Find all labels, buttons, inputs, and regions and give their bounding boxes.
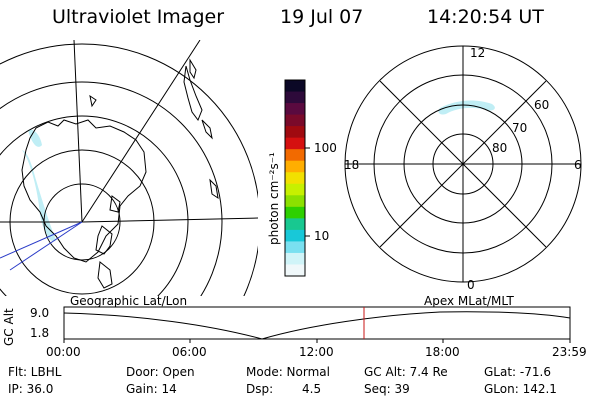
geo-latitude-circle — [0, 115, 189, 296]
dsp-label: Dsp: — [246, 382, 274, 396]
colorbar-band — [285, 137, 305, 150]
mlt-label-6: 6 — [574, 158, 582, 172]
orbit-x-tick: 18:00 — [425, 345, 460, 359]
instrument-title: Ultraviolet Imager — [52, 6, 225, 28]
geo-coastline — [21, 58, 219, 289]
orbit-y-tick-min: 1.8 — [30, 326, 50, 340]
geo-meridian — [73, 40, 83, 223]
colorbar-band — [285, 229, 305, 242]
colorbar-tick-10: 10 — [314, 229, 330, 243]
geo-map-label: Geographic Lat/Lon — [70, 294, 188, 308]
colorbar-tick-100: 100 — [314, 141, 337, 155]
polar-aurora-emission — [438, 100, 495, 115]
orbit-x-tick: 23:59 — [552, 345, 587, 359]
colorbar-unit-label: photon cm⁻²s⁻¹ — [267, 152, 281, 245]
orbit-x-tick: 06:00 — [172, 345, 207, 359]
mlt-label-0: 0 — [467, 278, 475, 292]
gain-status: Gain: 14 — [126, 382, 177, 396]
dsp-value: 4.5 — [302, 382, 322, 396]
orbit-y-axis-label: GC Alt — [2, 308, 16, 346]
ip-status: IP: 36.0 — [8, 382, 54, 396]
mlt-label-18: 18 — [344, 158, 360, 172]
polar-plot-label: Apex MLat/MLT — [424, 294, 514, 308]
gc-alt-status: GC Alt: 7.4 Re — [364, 365, 448, 379]
geo-aurora-emission — [22, 129, 56, 242]
polar-plot — [344, 45, 582, 283]
colorbar-frame — [284, 79, 306, 277]
geo-terminator-line — [0, 221, 83, 271]
geo-meridian — [81, 217, 258, 223]
colorbar-band — [285, 172, 305, 185]
mlat-label-60: 60 — [534, 98, 550, 112]
glon-status: GLon: 142.1 — [484, 382, 557, 396]
seq-status: Seq: 39 — [364, 382, 410, 396]
geo-meridian — [81, 40, 201, 223]
mlt-label-12: 12 — [470, 46, 486, 60]
colorbar-band — [285, 195, 305, 208]
geo-latitude-circle — [0, 81, 223, 296]
orbit-x-tick: 00:00 — [46, 345, 81, 359]
colorbar-band — [285, 264, 305, 277]
colorbar-band — [285, 80, 305, 93]
colorbar-band — [285, 114, 305, 127]
polar-meridian-diag — [379, 80, 547, 248]
orbit-altitude-curve — [63, 311, 571, 340]
colorbar-band — [285, 183, 305, 196]
colorbar-band — [285, 160, 305, 173]
orbit-plot — [63, 306, 571, 343]
filter-status: Flt: LBHL — [8, 365, 62, 379]
colorbar-band — [285, 126, 305, 139]
mode-status: Mode: Normal — [246, 365, 330, 379]
glat-status: GLat: -71.6 — [484, 365, 551, 379]
colorbar — [285, 80, 305, 277]
time-label: 14:20:54 UT — [427, 6, 544, 28]
door-status: Door: Open — [126, 365, 195, 379]
mlat-label-70: 70 — [512, 121, 528, 135]
colorbar-band — [285, 91, 305, 104]
orbit-y-tick-max: 9.0 — [30, 306, 50, 320]
colorbar-band — [285, 149, 305, 162]
colorbar-band — [285, 206, 305, 219]
colorbar-band — [285, 103, 305, 116]
colorbar-band — [285, 241, 305, 254]
geo-latitude-circle — [0, 43, 258, 296]
colorbar-band — [285, 252, 305, 265]
orbit-x-tick: 12:00 — [299, 345, 334, 359]
colorbar-band — [285, 218, 305, 231]
mlat-label-80: 80 — [492, 141, 508, 155]
date-label: 19 Jul 07 — [280, 6, 364, 28]
